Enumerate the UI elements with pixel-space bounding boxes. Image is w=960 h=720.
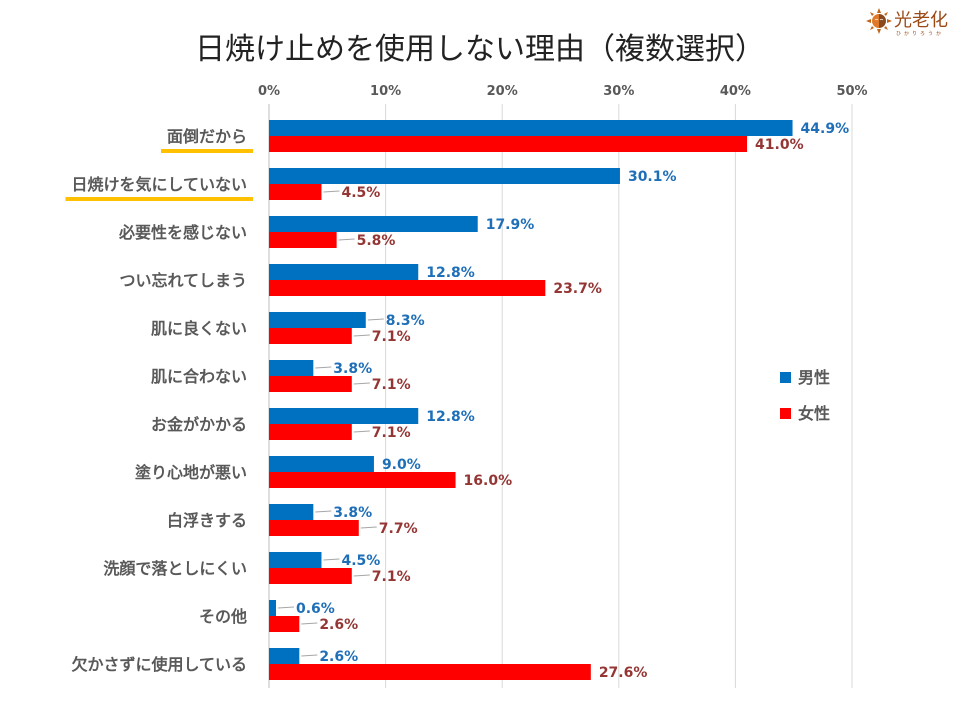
legend-label-female: 女性 [798, 404, 830, 423]
leader-line [323, 558, 340, 561]
category-label: 白浮きする [167, 511, 247, 530]
data-label-female: 7.1% [372, 377, 411, 393]
logo-subtext: ひかりろうか [896, 31, 945, 37]
leader-line [315, 510, 332, 513]
leader-line [338, 238, 355, 241]
category-label: 肌に良くない [151, 319, 247, 338]
leader-line [353, 334, 370, 337]
category-label: 面倒だから [167, 127, 247, 146]
bar-male [269, 360, 314, 376]
category-highlights [65, 149, 253, 201]
category-label: 欠かさずに使用している [71, 655, 247, 674]
data-label-male: 0.6% [296, 601, 335, 617]
bar-male [269, 120, 793, 136]
data-label-female: 27.6% [599, 665, 648, 681]
sun-face-icon [866, 8, 892, 34]
category-highlight-underline [65, 197, 253, 201]
data-label-female: 7.1% [372, 329, 411, 345]
data-labels: 44.9%41.0% 30.1% 4.5% 17.9% 5.8% 12.8% 23.7% 8.… [277, 121, 850, 681]
data-label-female: 7.1% [372, 569, 411, 585]
logo: 光老化 ひかりろうか [866, 4, 956, 40]
data-label-male: 17.9% [486, 217, 535, 233]
logo-text: 光老化 [894, 10, 948, 31]
data-label-female: 41.0% [755, 137, 804, 153]
data-label-male: 3.8% [333, 361, 372, 377]
leader-line [301, 622, 318, 625]
bar-female [269, 232, 337, 248]
legend-swatch-male [780, 372, 791, 383]
bar-female [269, 472, 456, 488]
bar-male [269, 264, 419, 280]
category-label: お金がかかる [151, 415, 247, 434]
bar-female [269, 280, 546, 296]
legend-label-male: 男性 [798, 368, 830, 387]
bar-female [269, 136, 748, 152]
x-tick-label: 30% [603, 84, 634, 99]
chart-title: 日焼け止めを使用しない理由（複数選択） [195, 32, 765, 67]
bar-female [269, 424, 352, 440]
category-label: 洗顔で落としにくい [103, 559, 247, 578]
x-tick-label: 20% [487, 84, 518, 99]
category-label: その他 [199, 607, 247, 626]
data-label-female: 7.1% [372, 425, 411, 441]
leader-line [315, 366, 332, 369]
bar-male [269, 408, 419, 424]
data-label-female: 23.7% [553, 281, 602, 297]
bar-female [269, 664, 591, 680]
bar-male [269, 168, 620, 184]
bar-female [269, 328, 352, 344]
data-label-female: 7.7% [379, 521, 418, 537]
leader-line [301, 654, 318, 657]
bar-female [269, 568, 352, 584]
bar-female [269, 616, 300, 632]
data-label-male: 12.8% [426, 265, 475, 281]
leader-line [353, 574, 370, 577]
bar-male [269, 216, 478, 232]
legend-swatch-female [780, 408, 791, 419]
x-tick-label: 0% [258, 84, 280, 99]
category-labels: 面倒だから日焼けを気にしていない必要性を感じないつい忘れてしまう肌に良くない肌に… [71, 127, 247, 674]
bar-male [269, 648, 300, 664]
bar-female [269, 376, 352, 392]
leader-line [353, 382, 370, 385]
data-label-male: 8.3% [386, 313, 425, 329]
data-label-male: 12.8% [426, 409, 475, 425]
category-label: 日焼けを気にしていない [71, 175, 247, 194]
category-label: 必要性を感じない [118, 223, 247, 242]
data-label-female: 5.8% [357, 233, 396, 249]
data-label-female: 16.0% [464, 473, 513, 489]
bar-female [269, 184, 322, 200]
data-label-male: 9.0% [382, 457, 421, 473]
data-label-female: 2.6% [319, 617, 358, 633]
bar-female [269, 520, 359, 536]
bar-male [269, 552, 322, 568]
leader-line [323, 190, 340, 193]
x-axis-ticks: 0% 10% 20% 30% 40% 50% [258, 84, 868, 99]
x-tick-label: 50% [836, 84, 867, 99]
leader-line [360, 526, 377, 529]
category-label: 肌に合わない [151, 367, 247, 386]
data-label-male: 30.1% [628, 169, 677, 185]
x-tick-label: 10% [370, 84, 401, 99]
data-label-male: 3.8% [333, 505, 372, 521]
data-label-female: 4.5% [341, 185, 380, 201]
bar-male [269, 312, 366, 328]
bar-male [269, 456, 374, 472]
category-label: 塗り心地が悪い [135, 463, 247, 482]
leader-line [367, 318, 384, 321]
category-highlight-underline [160, 149, 253, 153]
data-label-male: 4.5% [341, 553, 380, 569]
data-label-male: 44.9% [801, 121, 850, 137]
leader-line [353, 430, 370, 433]
x-tick-label: 40% [720, 84, 751, 99]
category-label: つい忘れてしまう [119, 271, 247, 290]
gridlines [268, 104, 853, 688]
data-label-male: 2.6% [319, 649, 358, 665]
bars [269, 120, 793, 680]
bar-male [269, 504, 314, 520]
leader-line [277, 606, 295, 609]
bar-male [269, 600, 276, 616]
